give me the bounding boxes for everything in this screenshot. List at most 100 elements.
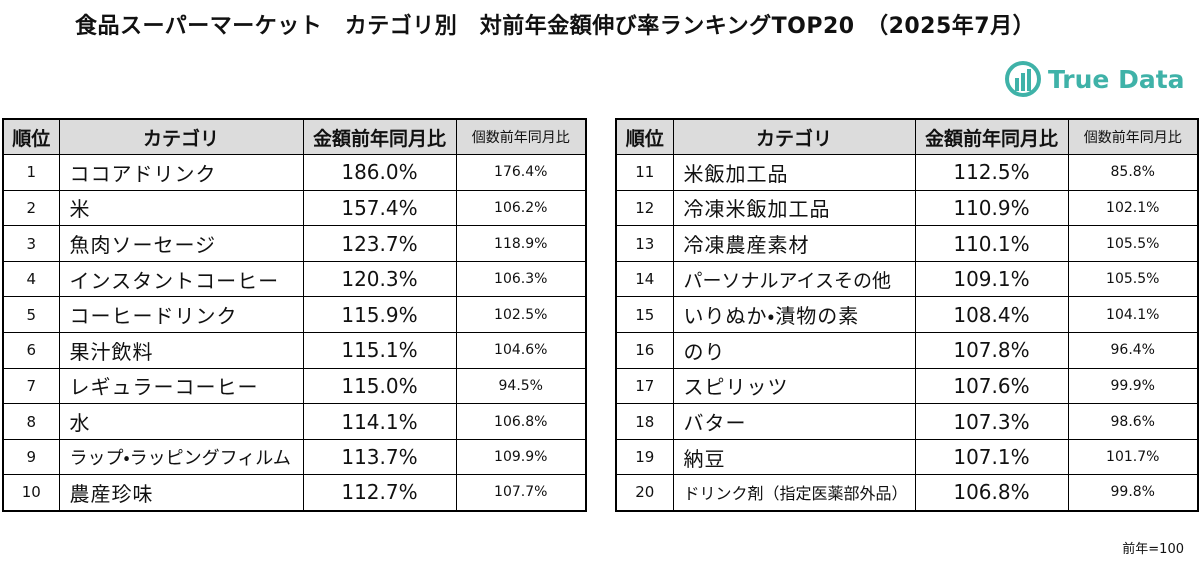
cell-cnt: 118.9% [455, 225, 587, 262]
cell-amt: 112.5% [914, 154, 1069, 191]
cell-amt: 115.0% [302, 367, 457, 405]
column-header: 金額前年同月比 [914, 118, 1069, 156]
cell-amt: 120.3% [302, 260, 457, 298]
cell-cnt: 105.5% [1067, 260, 1199, 298]
column-header: 個数前年同月比 [1067, 118, 1199, 156]
column-header: カテゴリ [58, 118, 304, 156]
cell-rank: 19 [615, 438, 674, 476]
cell-cat: 水 [58, 403, 304, 440]
cell-cat: のり [672, 332, 916, 369]
row: 19 納豆 107.1% 101.7% [615, 438, 1199, 476]
logo: True Data [1004, 60, 1185, 98]
header-row: 順位 カテゴリ 金額前年同月比 個数前年同月比 [615, 118, 1199, 156]
cell-amt: 108.4% [914, 296, 1069, 334]
ranking-table: 順位 カテゴリ 金額前年同月比 個数前年同月比 1 ココアドリンク 186.0% 176.4%… [2, 118, 587, 512]
row: 2 米 157.4% 106.2% [2, 189, 587, 227]
cell-rank: 6 [2, 332, 60, 369]
cell-amt: 106.8% [914, 474, 1069, 512]
cell-amt: 113.7% [302, 438, 457, 476]
row: 16 のり 107.8% 96.4% [615, 332, 1199, 369]
row: 5 コーヒードリンク 115.9% 102.5% [2, 296, 587, 334]
cell-rank: 8 [2, 403, 60, 440]
row: 4 インスタントコーヒー 120.3% 106.3% [2, 260, 587, 298]
cell-cnt: 102.5% [455, 296, 587, 334]
row: 6 果汁飲料 115.1% 104.6% [2, 332, 587, 369]
cell-cat: スピリッツ [672, 367, 916, 405]
row: 10 農産珍味 112.7% 107.7% [2, 474, 587, 512]
cell-amt: 107.1% [914, 438, 1069, 476]
column-header: 順位 [2, 118, 60, 156]
logo-text: True Data [1048, 64, 1185, 94]
cell-cat: レギュラーコーヒー [58, 367, 304, 405]
row: 7 レギュラーコーヒー 115.0% 94.5% [2, 367, 587, 405]
cell-cnt: 99.9% [1067, 367, 1199, 405]
cell-amt: 110.1% [914, 225, 1069, 262]
cell-cat: ココアドリンク [58, 154, 304, 191]
cell-cnt: 105.5% [1067, 225, 1199, 262]
cell-rank: 7 [2, 367, 60, 405]
cell-cat: インスタントコーヒー [58, 260, 304, 298]
row: 20 ドリンク剤（指定医薬部外品） 106.8% 99.8% [615, 474, 1199, 512]
cell-cnt: 106.8% [455, 403, 587, 440]
cell-rank: 20 [615, 474, 674, 512]
cell-rank: 1 [2, 154, 60, 191]
row: 17 スピリッツ 107.6% 99.9% [615, 367, 1199, 405]
cell-cnt: 101.7% [1067, 438, 1199, 476]
cell-cnt: 176.4% [455, 154, 587, 191]
cell-amt: 115.9% [302, 296, 457, 334]
cell-rank: 4 [2, 260, 60, 298]
cell-cnt: 94.5% [455, 367, 587, 405]
cell-cat: ラップ・ラッピングフィルム [58, 438, 304, 476]
cell-cnt: 104.6% [455, 332, 587, 369]
row: 3 魚肉ソーセージ 123.7% 118.9% [2, 225, 587, 262]
row: 13 冷凍農産素材 110.1% 105.5% [615, 225, 1199, 262]
cell-amt: 114.1% [302, 403, 457, 440]
cell-rank: 16 [615, 332, 674, 369]
header-row: 順位 カテゴリ 金額前年同月比 個数前年同月比 [2, 118, 587, 156]
cell-amt: 157.4% [302, 189, 457, 227]
column-header: カテゴリ [672, 118, 916, 156]
column-header: 順位 [615, 118, 674, 156]
cell-amt: 107.8% [914, 332, 1069, 369]
column-header: 金額前年同月比 [302, 118, 457, 156]
cell-cnt: 106.2% [455, 189, 587, 227]
cell-cat: 農産珍味 [58, 474, 304, 512]
title: 食品スーパーマーケット カテゴリ別 対前年金額伸び率ランキングTOP20 （20… [75, 14, 1036, 39]
cell-cat: 納豆 [672, 438, 916, 476]
cell-rank: 11 [615, 154, 674, 191]
cell-cat: 米飯加工品 [672, 154, 916, 191]
cell-cat: バター [672, 403, 916, 440]
cell-amt: 123.7% [302, 225, 457, 262]
cell-cnt: 99.8% [1067, 474, 1199, 512]
cell-cat: 米 [58, 189, 304, 227]
row: 9 ラップ・ラッピングフィルム 113.7% 109.9% [2, 438, 587, 476]
cell-cnt: 98.6% [1067, 403, 1199, 440]
cell-cnt: 107.7% [455, 474, 587, 512]
row: 8 水 114.1% 106.8% [2, 403, 587, 440]
footnote: 前年=100 [1122, 542, 1184, 557]
cell-cnt: 102.1% [1067, 189, 1199, 227]
column-header: 個数前年同月比 [455, 118, 587, 156]
cell-rank: 12 [615, 189, 674, 227]
ranking-table: 順位 カテゴリ 金額前年同月比 個数前年同月比 11 米飯加工品 112.5% 85.8% 12… [615, 118, 1199, 512]
cell-amt: 112.7% [302, 474, 457, 512]
cell-cat: 魚肉ソーセージ [58, 225, 304, 262]
cell-cat: パーソナルアイスその他 [672, 260, 916, 298]
cell-rank: 9 [2, 438, 60, 476]
cell-cnt: 85.8% [1067, 154, 1199, 191]
cell-amt: 186.0% [302, 154, 457, 191]
cell-amt: 110.9% [914, 189, 1069, 227]
row: 15 いりぬか・漬物の素 108.4% 104.1% [615, 296, 1199, 334]
logo-icon [1005, 61, 1041, 97]
cell-cat: コーヒードリンク [58, 296, 304, 334]
cell-cat: 冷凍農産素材 [672, 225, 916, 262]
cell-amt: 109.1% [914, 260, 1069, 298]
cell-rank: 17 [615, 367, 674, 405]
cell-rank: 13 [615, 225, 674, 262]
cell-cnt: 109.9% [455, 438, 587, 476]
cell-cat: 果汁飲料 [58, 332, 304, 369]
cell-rank: 2 [2, 189, 60, 227]
cell-rank: 3 [2, 225, 60, 262]
cell-cat: ドリンク剤（指定医薬部外品） [672, 474, 916, 512]
